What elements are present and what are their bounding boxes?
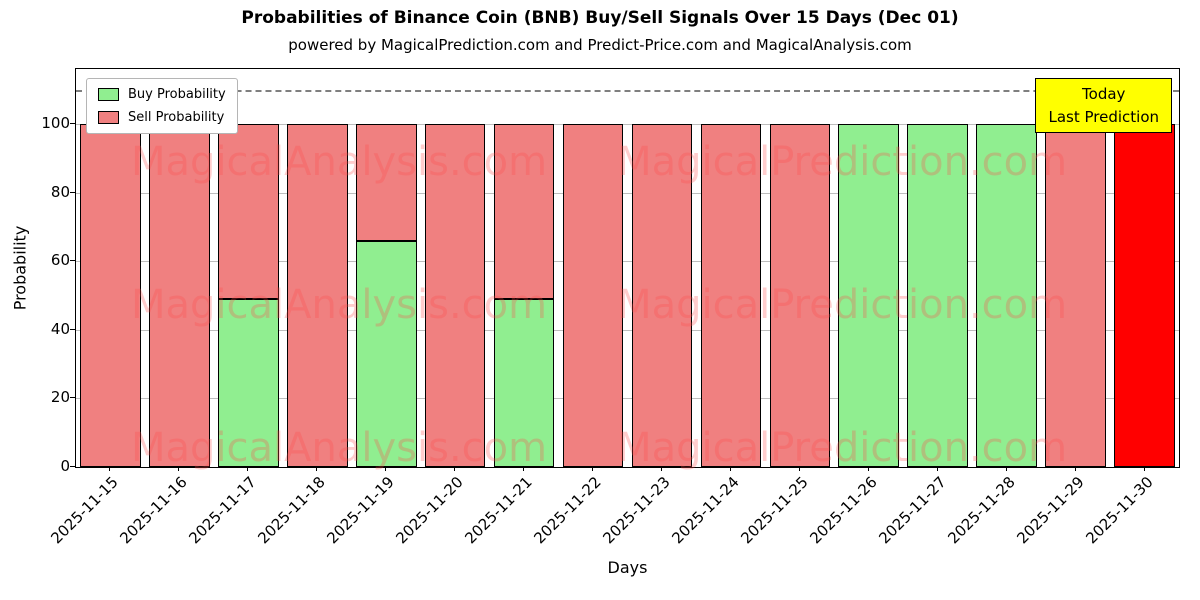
y-tick-mark bbox=[70, 397, 75, 399]
today-annotation: Today Last Prediction bbox=[1035, 78, 1172, 133]
chart-title: Probabilities of Binance Coin (BNB) Buy/… bbox=[241, 8, 959, 28]
legend-entry-sell: Sell Probability bbox=[98, 110, 226, 125]
gridline bbox=[76, 123, 1179, 125]
x-tick-mark bbox=[729, 466, 731, 471]
x-tick-mark bbox=[1143, 466, 1145, 471]
x-tick-mark bbox=[936, 466, 938, 471]
bar-sell-segment bbox=[700, 123, 762, 467]
buy-probability-swatch bbox=[98, 88, 119, 101]
y-tick-label: 100 bbox=[41, 113, 70, 132]
y-tick-mark bbox=[70, 260, 75, 262]
bar-sell-segment bbox=[1045, 123, 1106, 467]
x-tick-mark bbox=[1074, 466, 1076, 471]
bar-sell-segment bbox=[493, 123, 555, 299]
annotation-line-2: Last Prediction bbox=[1048, 107, 1159, 126]
sell-probability-swatch bbox=[98, 111, 119, 124]
y-tick-mark bbox=[70, 328, 75, 330]
y-tick-label: 20 bbox=[50, 388, 70, 407]
annotation-line-1: Today bbox=[1082, 85, 1126, 103]
chart-subtitle: powered by MagicalPrediction.com and Pre… bbox=[288, 36, 912, 54]
bar-sell-segment bbox=[424, 123, 486, 467]
bar-buy-segment bbox=[218, 298, 279, 467]
bar-sell-segment bbox=[286, 123, 348, 467]
plot-area: Buy Probability Sell Probability Today L… bbox=[75, 68, 1180, 471]
x-tick-mark bbox=[454, 466, 456, 471]
x-tick-mark bbox=[660, 466, 662, 471]
x-tick-mark bbox=[109, 466, 111, 471]
bar-buy-segment bbox=[493, 298, 555, 467]
y-tick-label: 60 bbox=[50, 251, 70, 270]
x-tick-mark bbox=[1005, 466, 1007, 471]
x-tick-mark bbox=[867, 466, 869, 471]
upper-dashed-line bbox=[76, 89, 1179, 92]
gridline bbox=[76, 192, 1179, 194]
bar-buy-segment bbox=[976, 123, 1037, 467]
gridline bbox=[76, 398, 1179, 400]
legend-label-buy: Buy Probability bbox=[128, 87, 226, 102]
bar-sell-segment bbox=[562, 123, 624, 467]
bar-sell-segment bbox=[631, 123, 693, 467]
bar-buy-segment bbox=[907, 123, 969, 467]
y-tick-label: 40 bbox=[50, 319, 70, 338]
bar-sell-segment bbox=[218, 123, 279, 299]
x-axis-label: Days bbox=[607, 558, 648, 577]
gridline bbox=[76, 329, 1179, 331]
x-tick-mark bbox=[385, 466, 387, 471]
legend-entry-buy: Buy Probability bbox=[98, 87, 226, 102]
y-tick-label: 0 bbox=[60, 457, 70, 475]
y-tick-mark bbox=[70, 122, 75, 124]
y-tick-mark bbox=[70, 466, 75, 467]
legend: Buy Probability Sell Probability bbox=[86, 78, 238, 134]
x-tick-mark bbox=[523, 466, 525, 471]
bar-buy-segment bbox=[355, 240, 417, 467]
x-tick-mark bbox=[798, 466, 800, 471]
legend-label-sell: Sell Probability bbox=[128, 110, 225, 125]
x-tick-mark bbox=[316, 466, 318, 471]
bar-sell-segment bbox=[355, 123, 417, 241]
bar-sell-segment bbox=[769, 123, 831, 467]
bar-sell-segment bbox=[149, 123, 210, 467]
bar-sell-segment bbox=[80, 123, 141, 467]
y-tick-label: 80 bbox=[50, 182, 70, 201]
y-tick-mark bbox=[70, 191, 75, 193]
bar-sell-segment bbox=[1114, 123, 1175, 467]
gridline bbox=[76, 261, 1179, 263]
x-tick-mark bbox=[247, 466, 249, 471]
x-tick-mark bbox=[592, 466, 594, 471]
x-tick-mark bbox=[178, 466, 180, 471]
bar-buy-segment bbox=[838, 123, 900, 467]
